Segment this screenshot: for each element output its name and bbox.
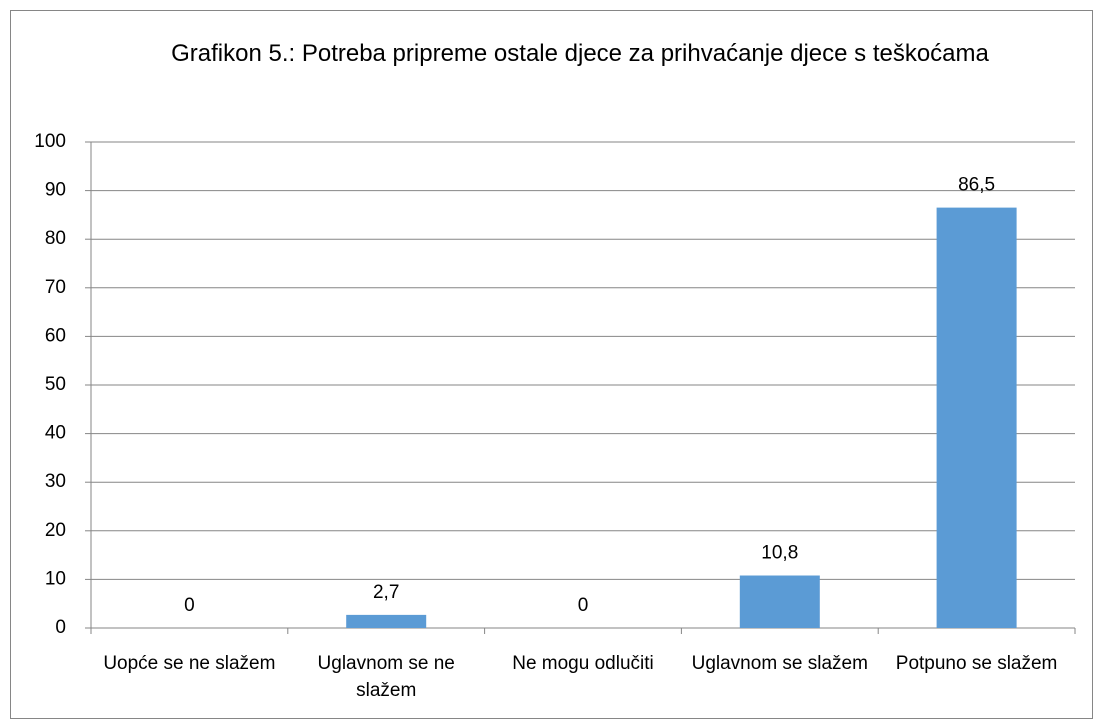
value-label: 0 xyxy=(184,595,195,616)
y-tick-label: 0 xyxy=(55,617,66,638)
y-tick-label: 60 xyxy=(45,325,66,346)
value-label: 2,7 xyxy=(373,582,399,603)
y-tick-label: 20 xyxy=(45,520,66,541)
y-tick-label: 40 xyxy=(45,423,66,444)
bar xyxy=(739,575,820,628)
x-tick-label: Uglavnom se ne slažem xyxy=(317,653,455,701)
y-tick-label: 90 xyxy=(45,180,66,201)
bar xyxy=(346,614,427,628)
y-tick-label: 100 xyxy=(34,131,66,152)
x-tick-label: Uglavnom se slažem xyxy=(691,653,868,674)
y-tick-label: 80 xyxy=(45,228,66,249)
y-tick-label: 50 xyxy=(45,374,66,395)
x-tick-label: Uopće se ne slažem xyxy=(103,653,276,674)
value-label: 86,5 xyxy=(958,175,995,196)
x-tick-label: Ne mogu odlučiti xyxy=(512,653,654,674)
value-label: 10,8 xyxy=(761,543,798,564)
y-tick-label: 10 xyxy=(45,568,66,589)
value-label: 0 xyxy=(578,595,589,616)
y-tick-label: 30 xyxy=(45,471,66,492)
chart-title: Grafikon 5.: Potreba pripreme ostale dje… xyxy=(171,40,989,67)
bar xyxy=(936,207,1017,629)
y-tick-label: 70 xyxy=(45,277,66,298)
x-tick-label: Potpuno se slažem xyxy=(895,653,1058,674)
chart-border xyxy=(10,10,1093,719)
